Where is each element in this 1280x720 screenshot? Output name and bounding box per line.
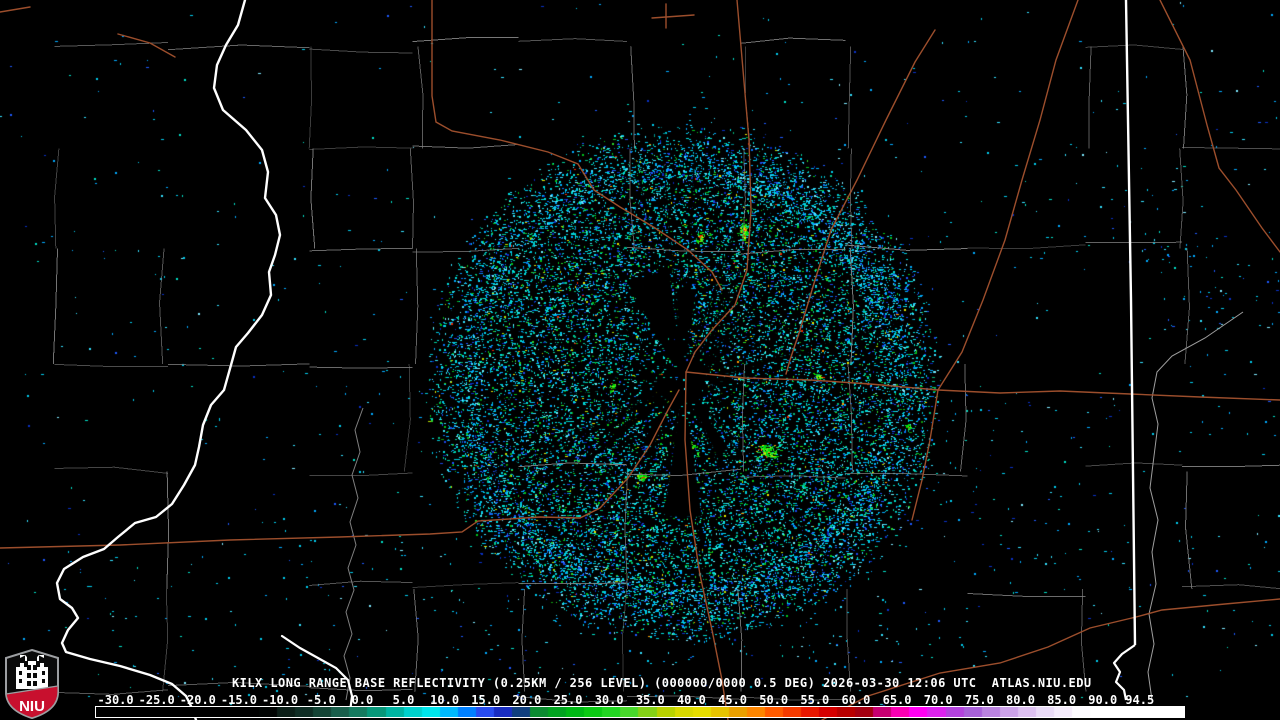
county-line [630,46,635,149]
county-line [309,580,413,586]
county-line [849,248,854,364]
county-line [846,589,852,692]
county-line [1088,46,1092,149]
county-line [518,462,627,468]
mississippi-river [55,0,282,720]
county-line [847,363,853,472]
county-line [521,589,526,692]
county-line [1080,589,1087,692]
county-line [309,366,413,369]
county-line [967,244,1086,250]
county-boundaries [52,37,1280,703]
county-line [1182,464,1280,468]
county-line [167,363,310,367]
county-line [167,44,310,51]
county-line [626,468,741,476]
county-line [309,146,413,150]
county-line [959,363,967,472]
county-line [849,148,853,249]
county-line [624,471,629,590]
county-line [741,148,746,249]
county-line [621,589,628,692]
indiana-state-border [1124,0,1137,646]
county-line [166,471,170,590]
illinois-river-line [343,407,364,701]
county-line [737,589,743,692]
county-line [403,363,411,472]
county-line [1182,584,1280,590]
county-line [415,248,419,364]
county-line [740,249,846,255]
county-line [167,681,310,687]
county-line [52,248,59,364]
county-line [518,582,627,585]
county-line [412,582,519,589]
county-line [1085,44,1183,50]
county-line [626,695,741,700]
county-line [1179,148,1184,249]
county-line [159,248,165,364]
county-line [1185,471,1193,590]
county-line [740,475,846,479]
county-line [309,247,413,252]
county-line [518,696,627,703]
county-line [54,466,169,474]
indiana-border-wabash-tail [1112,644,1136,701]
county-line [740,696,846,701]
county-line [54,689,169,695]
county-line [629,148,635,249]
county-line [310,148,316,249]
county-line [309,472,413,477]
county-line [1184,248,1190,364]
county-line [741,363,745,472]
county-line [309,48,413,54]
county-line [967,592,1086,598]
county-line [847,46,852,149]
illinois-river-mouth [280,634,354,714]
county-line [412,143,519,149]
county-line [417,46,424,149]
county-line [308,46,313,149]
county-line [1085,462,1183,467]
county-line [1182,46,1188,149]
county-line [162,589,169,692]
county-line [1182,146,1280,150]
county-line [412,37,519,43]
county-line [845,472,968,477]
county-line [412,247,519,253]
county-line [409,148,414,249]
county-line [740,37,846,44]
county-line [54,363,168,367]
wabash-river-gray [1147,311,1244,701]
county-line [54,148,60,249]
county-line [413,589,419,692]
county-line [518,38,628,42]
county-line [626,246,741,253]
county-line [845,244,968,251]
county-line [309,687,413,692]
